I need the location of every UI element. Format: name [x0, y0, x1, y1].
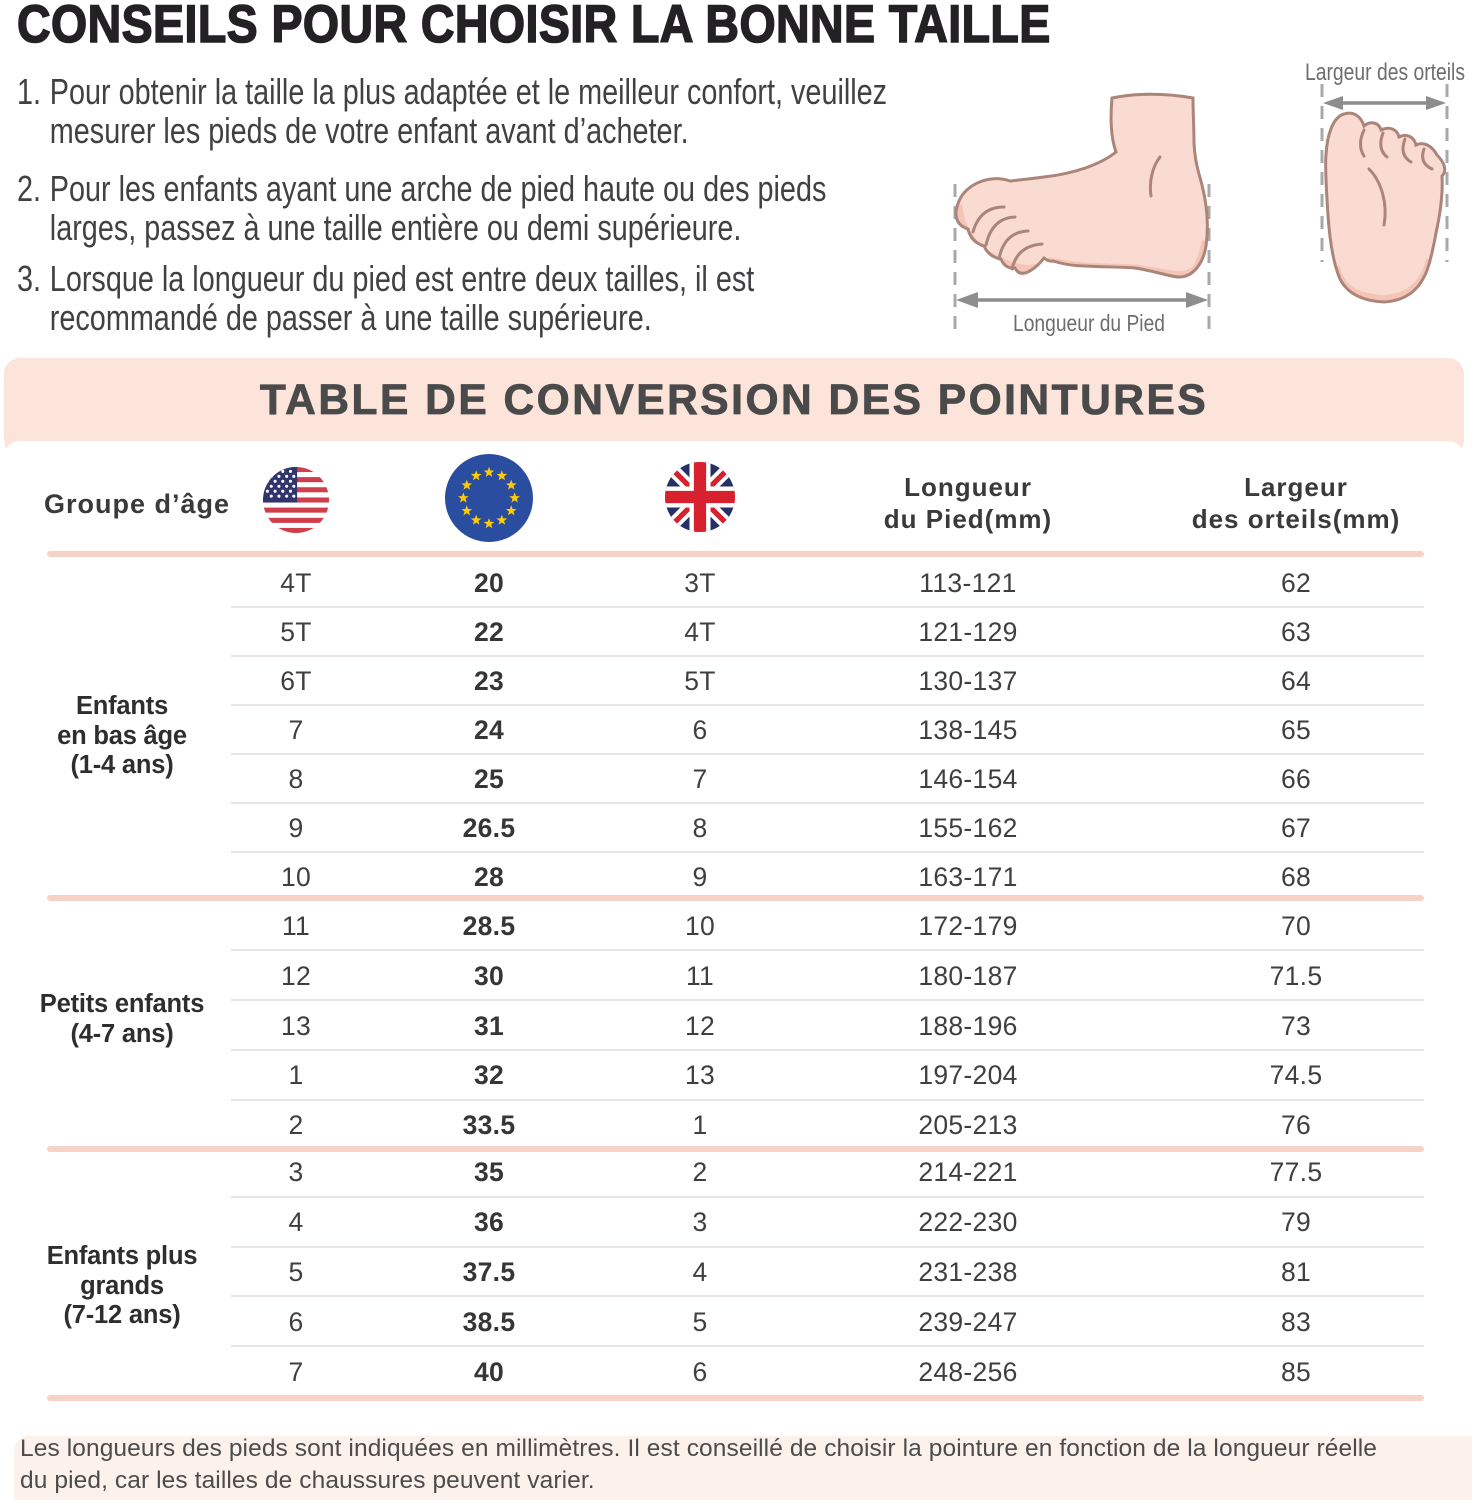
- svg-text:Largeur des orteils: Largeur des orteils: [1305, 59, 1465, 86]
- svg-text:Longueur du Pied: Longueur du Pied: [1013, 310, 1165, 336]
